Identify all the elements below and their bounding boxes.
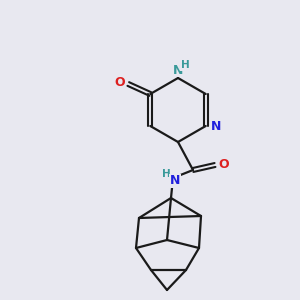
Text: N: N [170, 175, 180, 188]
Text: N: N [173, 64, 183, 76]
Text: O: O [219, 158, 229, 172]
Text: H: H [181, 60, 189, 70]
Text: N: N [211, 119, 221, 133]
Text: H: H [162, 169, 170, 179]
Text: O: O [114, 76, 124, 88]
